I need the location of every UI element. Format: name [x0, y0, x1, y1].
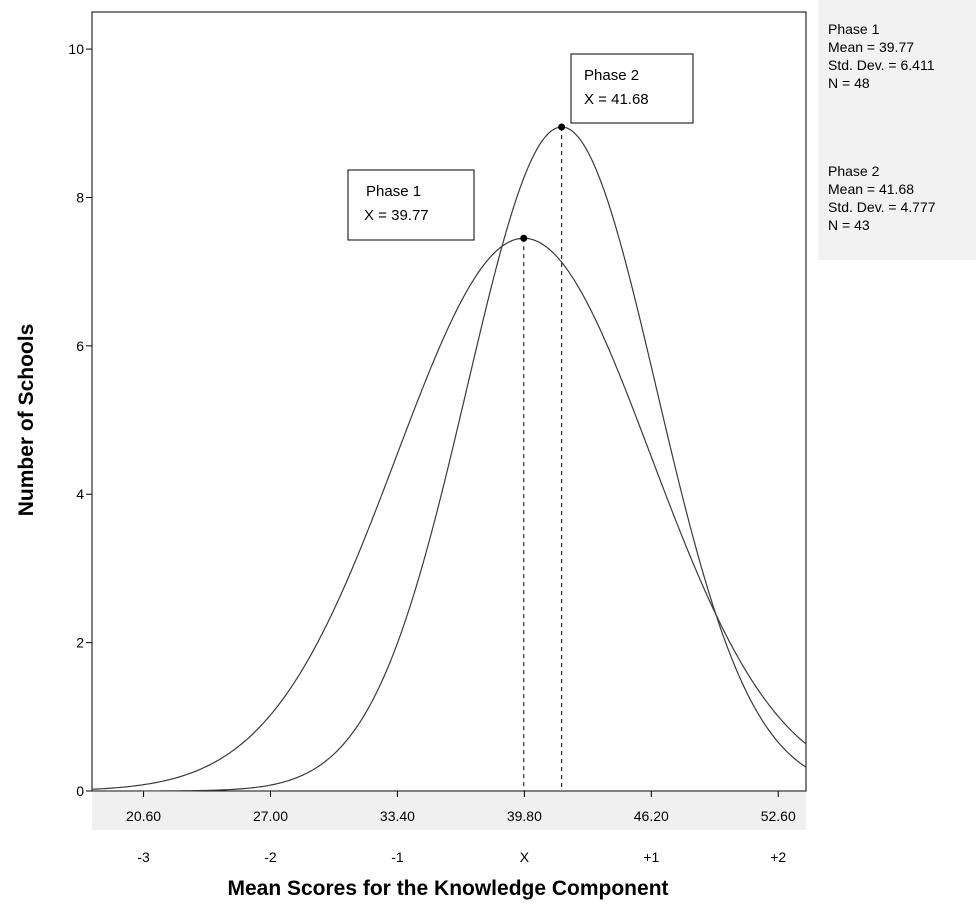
peak-point-phase2: [558, 123, 566, 131]
stats-phase2-title: Phase 2: [828, 163, 880, 179]
annotation-phase1-value: X = 39.77: [364, 207, 429, 224]
x-tick-label: 20.60: [126, 808, 161, 824]
x-tick-label: 52.60: [761, 808, 796, 824]
x-axis: 20.60 -3 27.00 -2 33.40 -1 39.80 X 46.20 +1 52.60 +…: [126, 791, 796, 865]
stats-phase1-n: N = 48: [828, 75, 870, 91]
x-axis-title: Mean Scores for the Knowledge Component: [227, 877, 668, 900]
x-tick-label: 46.20: [634, 808, 669, 824]
z-tick-label: -1: [391, 849, 404, 865]
series-layer: [91, 123, 807, 792]
x-tick-band: [92, 792, 806, 830]
stats-panel-background: [818, 0, 976, 260]
plot-area: [91, 11, 807, 792]
z-tick-label: -3: [137, 849, 150, 865]
annotation-phase2-box: [570, 53, 694, 124]
y-tick-label: 6: [76, 338, 84, 354]
annotation-phase1-label: Phase 1: [366, 183, 421, 200]
peak-point-phase1: [520, 234, 528, 242]
y-tick-label: 8: [76, 189, 84, 205]
stats-legend: Phase 1 Mean = 39.77 Std. Dev. = 6.411 N…: [828, 21, 936, 233]
x-tick-label: 27.00: [253, 808, 288, 824]
y-tick-label: 10: [68, 41, 84, 57]
annotation-phase2-label: Phase 2: [584, 67, 639, 84]
stats-phase2-mean: Mean = 41.68: [828, 181, 914, 197]
curve-phase2: [92, 126, 807, 792]
stats-phase1-title: Phase 1: [828, 21, 880, 37]
annotation-phase2: Phase 2 X = 41.68: [570, 53, 694, 124]
annotation-phase1-box: [347, 169, 475, 241]
z-tick-label: -2: [264, 849, 277, 865]
y-tick-label: 4: [76, 486, 84, 502]
stats-phase1-mean: Mean = 39.77: [828, 39, 914, 55]
y-tick-label: 2: [76, 635, 84, 651]
x-tick-label: 33.40: [380, 808, 415, 824]
z-tick-label: +1: [643, 849, 659, 865]
x-tick-label: 39.80: [507, 808, 542, 824]
y-axis: 0 2 4 6 8 10: [68, 41, 92, 799]
y-axis-title: Number of Schools: [15, 324, 38, 517]
y-tick-label: 0: [76, 783, 84, 799]
stats-phase2-n: N = 43: [828, 217, 870, 233]
stats-phase1-sd: Std. Dev. = 6.411: [828, 57, 935, 73]
annotation-phase1: Phase 1 X = 39.77: [347, 169, 475, 241]
stats-phase2-sd: Std. Dev. = 4.777: [828, 199, 936, 215]
curve-phase1: [91, 237, 807, 790]
z-tick-label: +2: [770, 849, 786, 865]
annotation-phase2-value: X = 41.68: [584, 91, 649, 108]
z-tick-label: X: [520, 849, 530, 865]
